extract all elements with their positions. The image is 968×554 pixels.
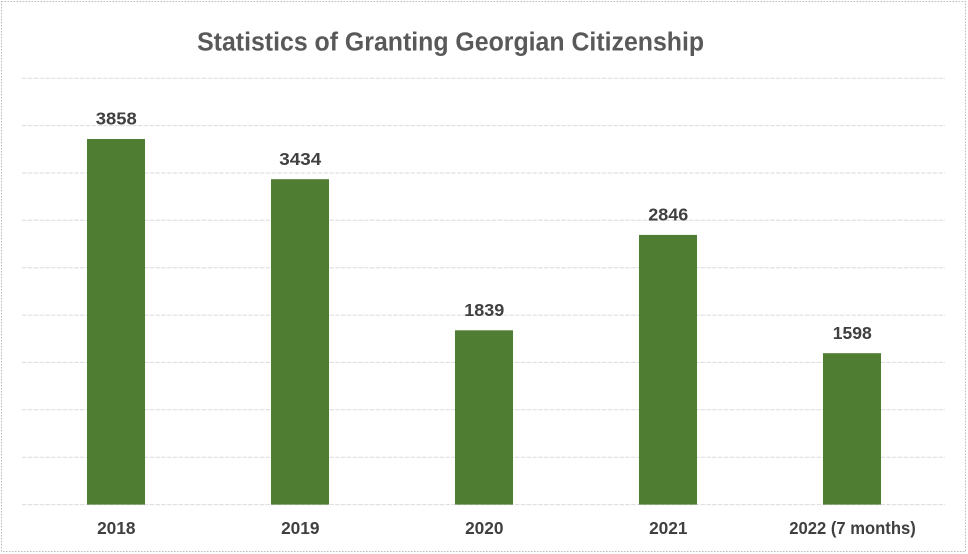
svg-text:2019: 2019 [281,518,319,538]
svg-text:1598: 1598 [833,323,872,343]
svg-text:3858: 3858 [96,108,137,128]
svg-text:2846: 2846 [648,205,688,225]
svg-text:1839: 1839 [464,300,504,320]
svg-text:2021: 2021 [649,518,688,538]
svg-text:2022 (7 months): 2022 (7 months) [789,518,916,538]
svg-text:2020: 2020 [465,518,503,538]
svg-text:Statistics of Granting Georgia: Statistics of Granting Georgian Citizens… [197,28,704,56]
svg-text:3434: 3434 [279,149,321,169]
svg-text:2018: 2018 [97,518,136,538]
